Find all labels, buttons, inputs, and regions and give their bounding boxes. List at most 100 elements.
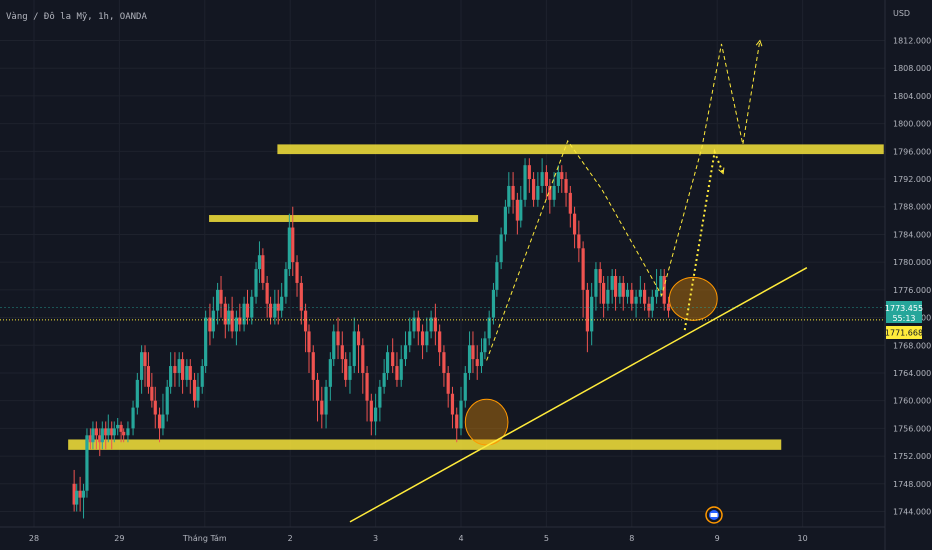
candle-body bbox=[536, 185, 540, 200]
price-tick-label: 1744.000 bbox=[893, 508, 931, 517]
candle-body bbox=[150, 386, 154, 401]
date-tick-label: 2 bbox=[288, 534, 293, 543]
candle-body bbox=[365, 372, 369, 401]
candle-body bbox=[467, 345, 472, 373]
candle-body bbox=[227, 310, 231, 325]
candle-body bbox=[104, 428, 108, 436]
price-tick-label: 1796.000 bbox=[893, 147, 931, 156]
chart-title: Vàng / Đô la Mỹ, 1h, OANDA bbox=[6, 11, 147, 22]
candle-body bbox=[442, 352, 446, 373]
zone-rect bbox=[68, 439, 782, 450]
candle-body bbox=[180, 359, 185, 380]
candle-body bbox=[361, 345, 365, 373]
candle-body bbox=[254, 269, 258, 297]
candle-body bbox=[577, 234, 581, 249]
candle-body bbox=[75, 490, 79, 505]
candle-body bbox=[654, 289, 659, 297]
candle-body bbox=[273, 303, 277, 318]
candle-body bbox=[161, 414, 165, 429]
candle-body bbox=[568, 192, 572, 214]
countdown-label: 55:13 bbox=[892, 314, 915, 323]
candle-body bbox=[433, 317, 437, 332]
candle-body bbox=[303, 310, 308, 332]
candle-body bbox=[519, 199, 523, 221]
candle-body bbox=[280, 296, 284, 311]
candle-body bbox=[324, 386, 328, 415]
price-tick-label: 1780.000 bbox=[893, 258, 931, 267]
candle-body bbox=[408, 331, 412, 346]
candle-body bbox=[188, 366, 192, 380]
trendline bbox=[349, 267, 808, 523]
candle-body bbox=[479, 352, 484, 367]
candle-body bbox=[131, 407, 135, 429]
candle-body bbox=[94, 428, 98, 436]
candle-body bbox=[78, 490, 82, 498]
candle-body bbox=[515, 199, 519, 221]
candle-body bbox=[475, 359, 479, 367]
support-resistance-zones bbox=[68, 144, 884, 450]
candle-body bbox=[348, 366, 352, 380]
price-tick-label: 1752.000 bbox=[893, 452, 931, 461]
candle-body bbox=[311, 352, 315, 380]
candle-body bbox=[385, 352, 390, 373]
candle-body bbox=[666, 303, 671, 311]
candle-body bbox=[295, 262, 299, 283]
price-tick-label: 1756.000 bbox=[893, 424, 931, 433]
candle-body bbox=[527, 165, 531, 180]
price-tick-label: 1812.000 bbox=[893, 37, 931, 46]
candle-body bbox=[403, 345, 408, 360]
reference-price-badge bbox=[886, 326, 922, 339]
candle-body bbox=[650, 296, 654, 311]
candles bbox=[72, 158, 671, 519]
candle-body bbox=[618, 282, 622, 297]
calendar-icon[interactable] bbox=[705, 506, 723, 524]
date-tick-label: Tháng Tám bbox=[182, 534, 227, 543]
candle-body bbox=[487, 317, 491, 339]
candle-body bbox=[438, 331, 442, 353]
candle-body bbox=[491, 289, 496, 318]
candle-body bbox=[140, 352, 144, 380]
candle-body bbox=[598, 269, 602, 283]
date-tick-label: 29 bbox=[114, 534, 124, 543]
candle-body bbox=[110, 428, 114, 436]
candle-body bbox=[265, 282, 269, 304]
candle-body bbox=[91, 428, 95, 443]
candle-body bbox=[257, 255, 262, 270]
date-tick-label: 10 bbox=[798, 534, 808, 543]
candle-body bbox=[208, 317, 212, 332]
candle-body bbox=[268, 303, 273, 318]
candle-body bbox=[471, 345, 475, 360]
candle-body bbox=[157, 414, 162, 429]
candle-body bbox=[572, 213, 577, 235]
candle-body bbox=[165, 386, 169, 415]
candle-body bbox=[643, 289, 647, 304]
price-tick-label: 1768.000 bbox=[893, 341, 931, 350]
candle-body bbox=[659, 276, 663, 290]
candle-body bbox=[135, 379, 139, 408]
candle-body bbox=[463, 372, 467, 401]
candle-body bbox=[332, 331, 336, 360]
date-tick-label: 4 bbox=[458, 534, 463, 543]
candle-body bbox=[299, 282, 303, 311]
drawings bbox=[0, 39, 885, 523]
candle-body bbox=[585, 289, 589, 332]
candle-body bbox=[219, 289, 223, 304]
candle-body bbox=[250, 296, 254, 318]
last-price-badge bbox=[886, 301, 922, 323]
candle-body bbox=[336, 331, 340, 346]
candle-body bbox=[382, 372, 386, 387]
candle-body bbox=[544, 172, 548, 186]
candle-body bbox=[234, 317, 238, 332]
candle-body bbox=[606, 289, 610, 304]
candle-body bbox=[564, 179, 568, 193]
price-tick-label: 1800.000 bbox=[893, 120, 931, 129]
candle-body bbox=[590, 296, 594, 332]
candle-body bbox=[261, 255, 265, 283]
price-tick-label: 1804.000 bbox=[893, 92, 931, 101]
candle-body bbox=[412, 317, 416, 332]
candle-body bbox=[143, 352, 147, 367]
candle-body bbox=[374, 407, 378, 422]
